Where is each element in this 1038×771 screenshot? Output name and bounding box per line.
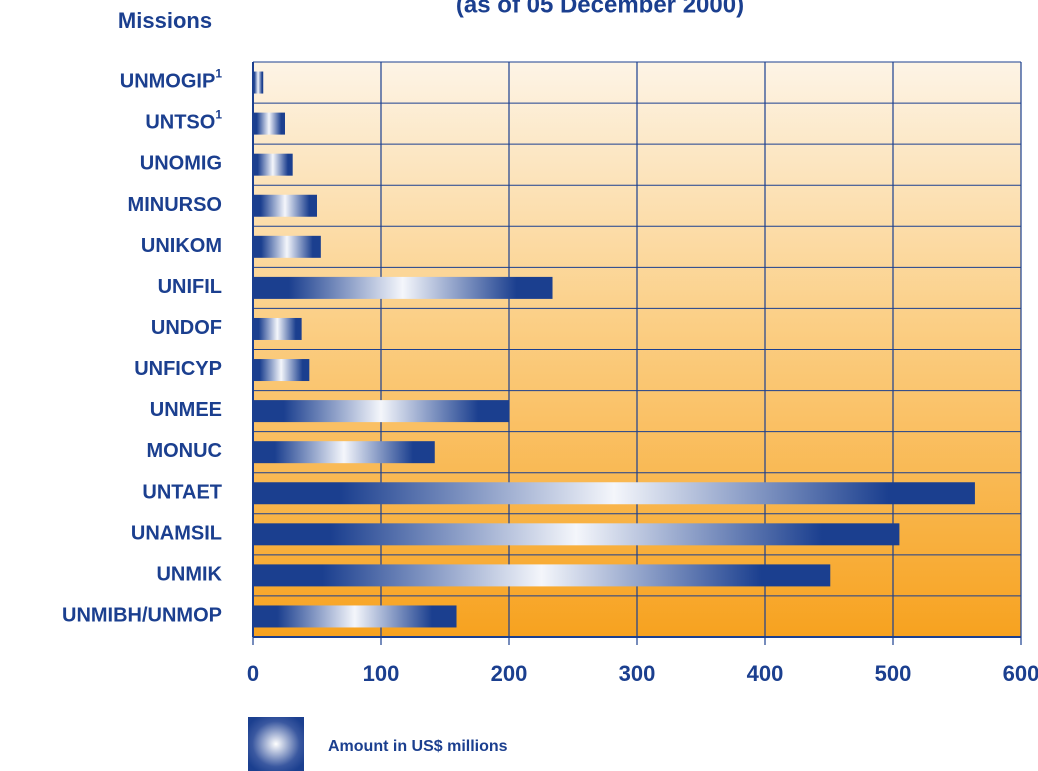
x-tick-label: 100	[363, 661, 400, 686]
y-tick-label: UNMIK	[156, 564, 222, 586]
bar	[253, 523, 900, 546]
y-tick-label: UNMOGIP1	[120, 67, 223, 93]
bar	[253, 317, 302, 340]
bar	[253, 235, 321, 258]
x-tick-label: 200	[491, 661, 528, 686]
bar	[253, 482, 975, 505]
bar	[253, 400, 509, 423]
y-tick-label: UNIKOM	[141, 235, 222, 257]
category-name: UNMIK	[156, 564, 222, 586]
bar	[253, 194, 317, 217]
bar	[253, 71, 264, 94]
y-tick-label: UNDOF	[151, 317, 222, 339]
bar	[253, 153, 293, 176]
y-tick-label: UNMEE	[150, 399, 222, 421]
x-tick-label: 500	[875, 661, 912, 686]
x-tick-label: 600	[1003, 661, 1038, 686]
category-name: UNMEE	[150, 399, 222, 421]
category-name: UNMOGIP	[120, 71, 216, 93]
category-name: UNDOF	[151, 317, 222, 339]
category-name: MINURSO	[128, 194, 222, 216]
y-tick-label: UNFICYP	[134, 358, 222, 380]
x-tick-label: 400	[747, 661, 784, 686]
category-name: UNTAET	[142, 482, 222, 504]
category-name: MONUC	[146, 440, 222, 462]
y-tick-label: UNIFIL	[158, 276, 222, 298]
y-tick-label: MINURSO	[128, 194, 222, 216]
legend-swatch	[248, 717, 304, 771]
bar	[253, 441, 435, 464]
y-tick-label: UNMIBH/UNMOP	[62, 605, 222, 627]
y-tick-label: UNTSO1	[145, 108, 222, 134]
x-tick-label: 0	[247, 661, 259, 686]
y-axis-label: Missions	[118, 8, 212, 33]
category-name: UNAMSIL	[131, 523, 222, 545]
category-name: UNMIBH/UNMOP	[62, 605, 222, 627]
x-tick-label: 300	[619, 661, 656, 686]
y-tick-label: UNAMSIL	[131, 523, 222, 545]
y-tick-label: UNOMIG	[140, 153, 222, 175]
footnote-mark: 1	[215, 108, 222, 122]
category-name: UNIFIL	[158, 276, 222, 298]
category-name: UNOMIG	[140, 153, 222, 175]
category-name: UNFICYP	[134, 358, 222, 380]
category-name: UNTSO	[145, 112, 215, 134]
bar	[253, 112, 285, 135]
bar	[253, 276, 553, 299]
bar	[253, 564, 831, 587]
chart-title: (as of 05 December 2000)	[456, 0, 744, 18]
bar	[253, 359, 310, 382]
footnote-mark: 1	[215, 67, 222, 81]
legend-label: Amount in US$ millions	[328, 738, 508, 755]
category-name: UNIKOM	[141, 235, 222, 257]
bar	[253, 605, 457, 628]
y-tick-label: MONUC	[146, 440, 222, 462]
y-tick-label: UNTAET	[142, 482, 222, 504]
